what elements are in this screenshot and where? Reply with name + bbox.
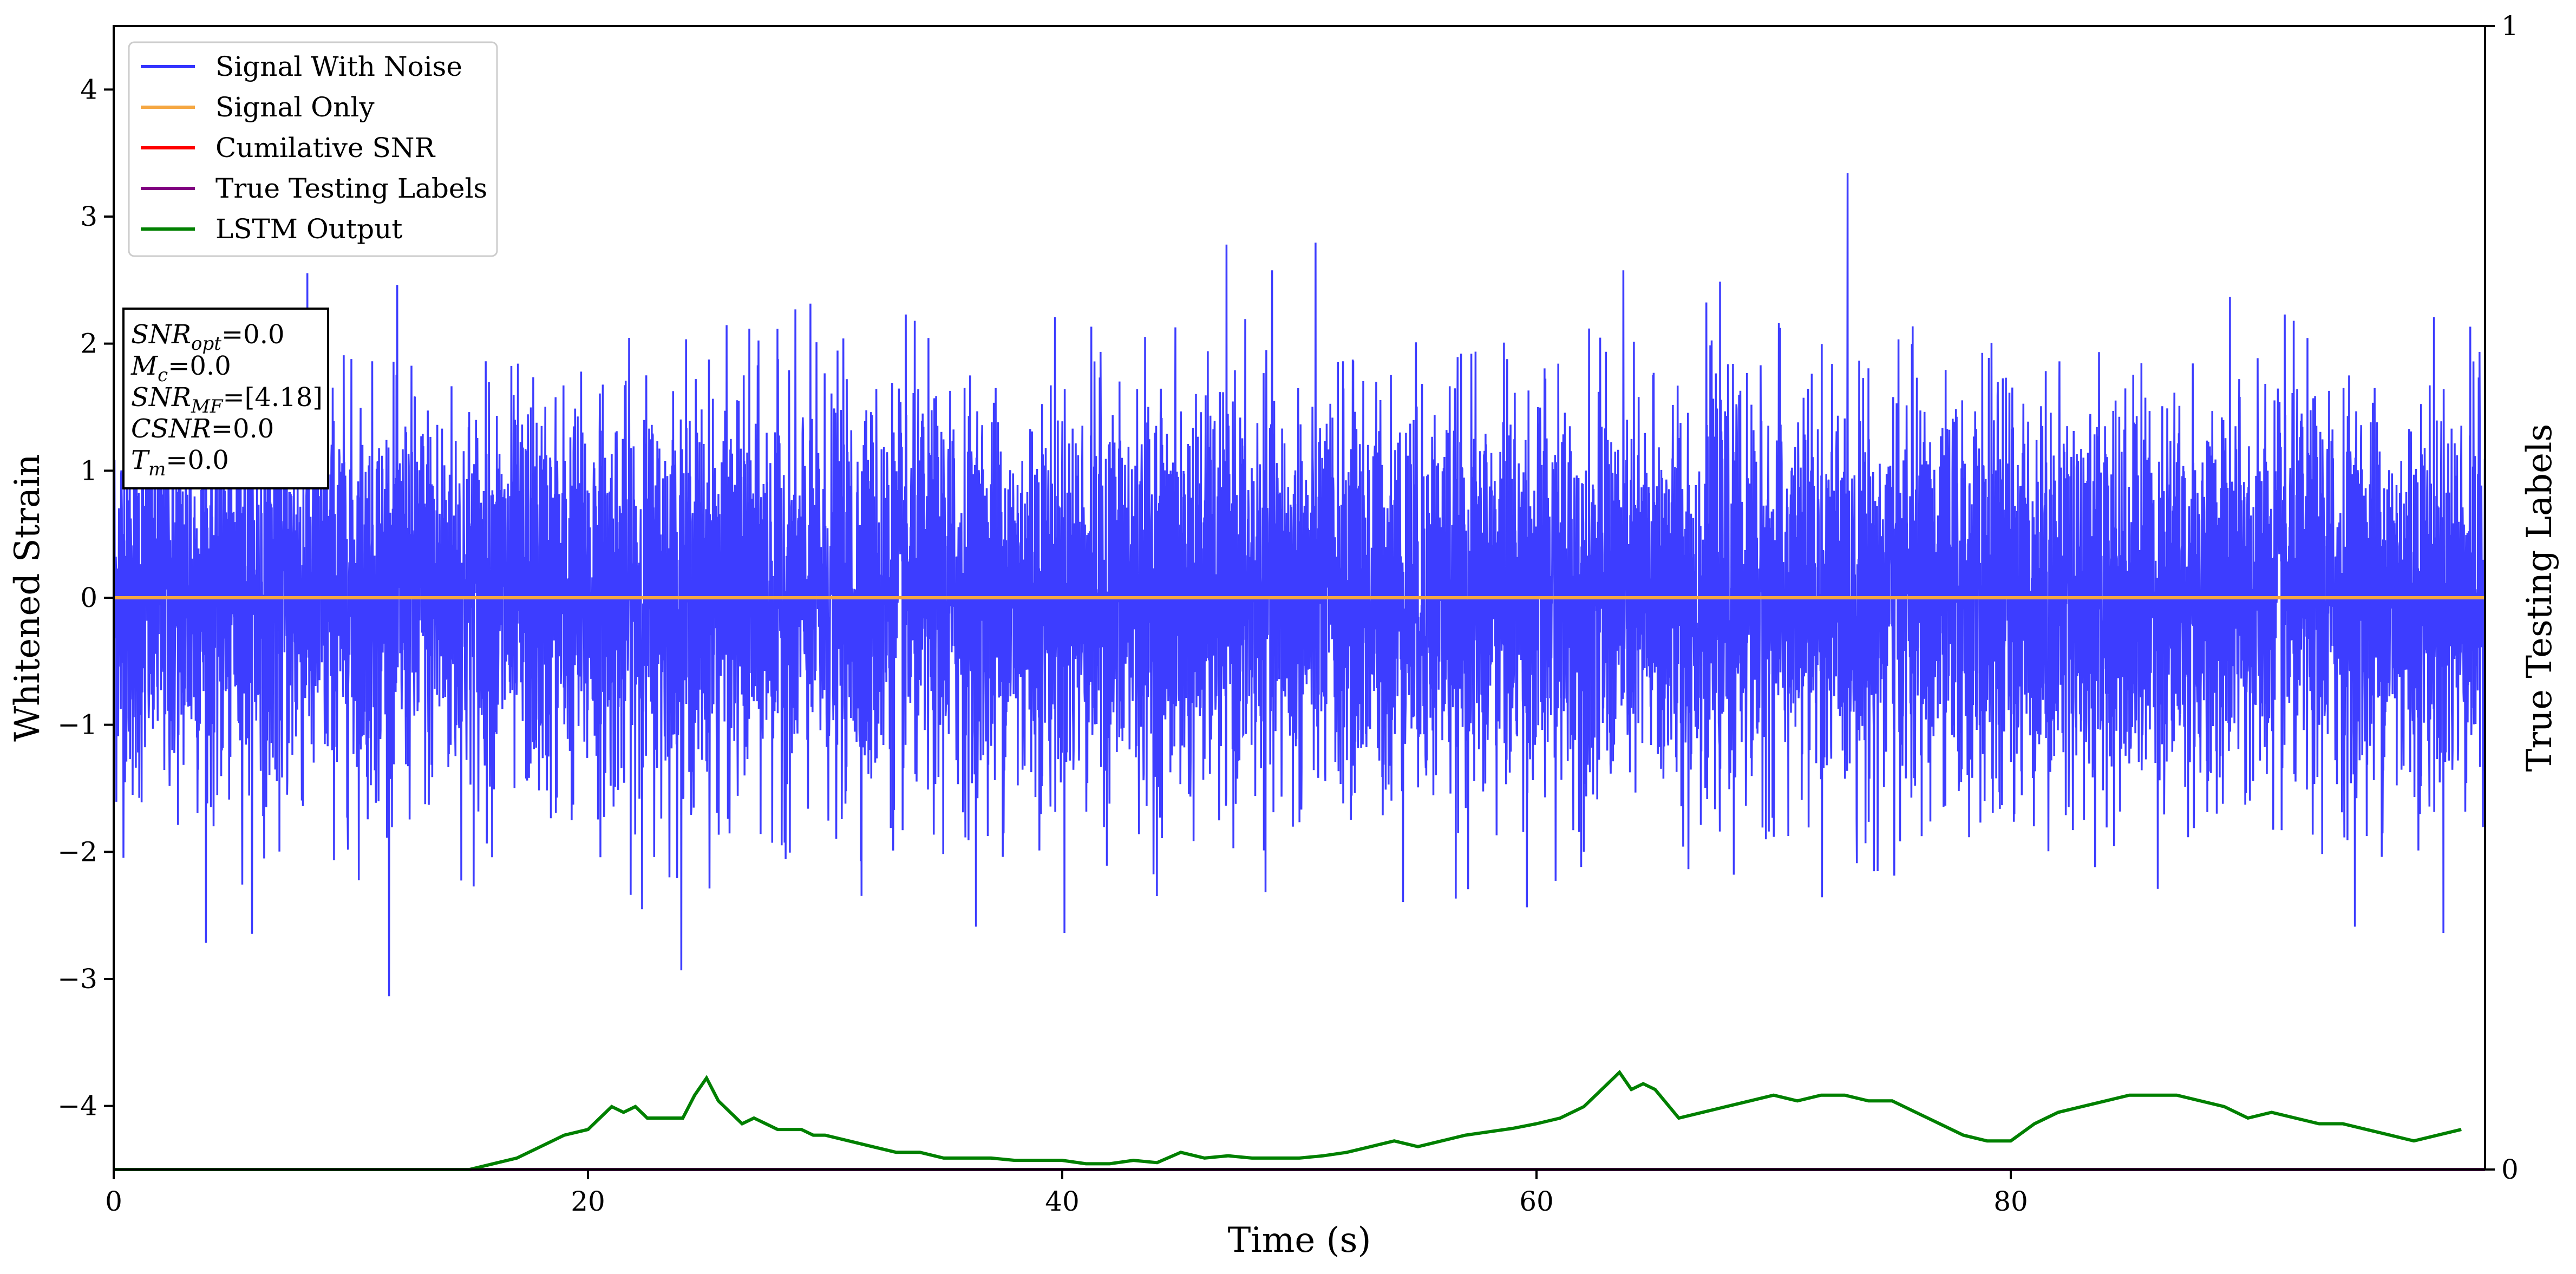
annotation-line: Mc=0.0 [130, 351, 231, 386]
legend-entry: LSTM Output [215, 213, 402, 245]
y-tick-label: 1 [80, 455, 97, 486]
annotation-line: SNRopt=0.0 [131, 319, 285, 355]
x-tick-label: 0 [105, 1186, 122, 1217]
legend-frame [128, 41, 498, 257]
legend-entry: Signal Only [215, 92, 375, 123]
y-tick-label: 0 [80, 582, 97, 613]
legend-entry: Signal With Noise [215, 51, 462, 82]
y-tick-label: 2 [80, 328, 97, 360]
y2-tick-label: 0 [2501, 1154, 2519, 1185]
y2-axis-ticks: 01 [2485, 10, 2519, 1185]
x-tick-label: 40 [1045, 1186, 1080, 1217]
annotation-line: SNRMF=[4.18] [131, 382, 323, 417]
x-tick-label: 60 [1519, 1186, 1554, 1217]
x-tick-label: 80 [1993, 1186, 2028, 1217]
legend-entry: True Testing Labels [215, 173, 487, 204]
legend-entry: Cumilative SNR [215, 132, 435, 164]
annotation-line: CSNR=0.0 [131, 414, 274, 444]
lstm-output-line [114, 1069, 2462, 1171]
y2-tick-label: 1 [2501, 10, 2519, 42]
annotation-box: SNRopt=0.0Mc=0.0SNRMF=[4.18]CSNR=0.0Tm=0… [122, 308, 329, 489]
annotation-line: Tm=0.0 [131, 445, 229, 480]
x-axis-label: Time (s) [1228, 1220, 1371, 1260]
y-axis-label: Whitened Strain [8, 454, 48, 741]
x-axis-ticks: 0 20 40 60 80 [105, 1170, 2028, 1217]
y-axis-ticks: −4 −3 −2 −1 0 1 2 3 4 [57, 74, 114, 1122]
y-tick-label: 4 [80, 74, 97, 105]
y-tick-label: −3 [57, 963, 97, 995]
x-tick-label: 20 [571, 1186, 605, 1217]
signal-with-noise-line [113, 173, 2486, 997]
y-tick-label: −2 [57, 836, 97, 867]
legend: Signal With Noise Signal Only Cumilative S… [128, 41, 498, 257]
signal-with-noise-trace [113, 173, 2486, 997]
y-tick-label: 3 [80, 201, 97, 232]
y-tick-label: −4 [57, 1090, 97, 1122]
y2-axis-label: True Testing Labels [2520, 424, 2560, 772]
annotation-frame [122, 308, 329, 489]
y-tick-label: −1 [57, 709, 97, 741]
